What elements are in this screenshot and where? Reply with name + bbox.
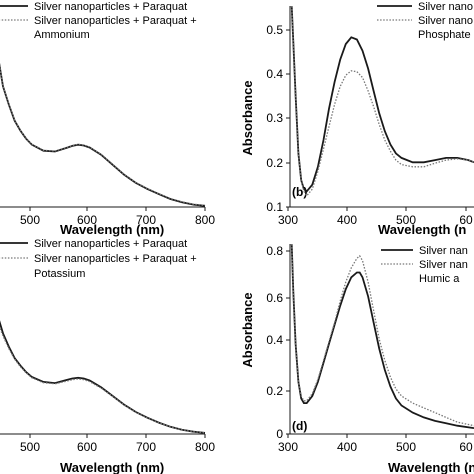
series-line-2 bbox=[291, 243, 474, 427]
x-axis-title: Wavelength (nm) bbox=[60, 222, 164, 237]
x-tick-label: 600 bbox=[77, 213, 97, 227]
legend-label: Humic a bbox=[419, 273, 460, 285]
x-tick-label: 600 bbox=[77, 440, 97, 454]
x-axis-title: Wavelength (n bbox=[378, 222, 466, 237]
panel-label: (d) bbox=[292, 419, 307, 433]
legend-label: Potassium bbox=[34, 268, 85, 280]
x-tick-label: 300 bbox=[278, 440, 298, 454]
y-tick-label: 0 bbox=[276, 427, 283, 441]
x-tick-label: 300 bbox=[278, 213, 298, 227]
x-tick-label: 60 bbox=[459, 213, 473, 227]
legend-label: Phosphate bbox=[418, 29, 471, 41]
x-tick-label: 500 bbox=[20, 440, 40, 454]
x-tick-label: 60 bbox=[459, 440, 473, 454]
series-line-2 bbox=[0, 64, 206, 207]
x-tick-label: 800 bbox=[195, 213, 215, 227]
legend-label: Silver nano bbox=[418, 15, 473, 27]
panel-a: 500 600 700 800 Wavelength (nm) Silver nanopa… bbox=[0, 1, 215, 237]
legend-label: Silver nanoparticles + Paraquat bbox=[34, 238, 187, 250]
y-axis-title: Absorbance bbox=[240, 292, 255, 367]
series-line-1 bbox=[290, 243, 474, 429]
x-tick-label: 500 bbox=[396, 213, 416, 227]
y-tick-label: 0.4 bbox=[266, 67, 283, 81]
x-tick-label: 700 bbox=[136, 213, 156, 227]
x-tick-label: 400 bbox=[337, 440, 357, 454]
panel-c: 500 600 700 800 Wavelength (nm) Silver nanopa… bbox=[0, 238, 215, 474]
x-tick-label: 500 bbox=[396, 440, 416, 454]
x-tick-label: 400 bbox=[337, 213, 357, 227]
legend-label: Silver nanoparticles + Paraquat + bbox=[34, 253, 197, 265]
y-tick-label: 0.3 bbox=[266, 111, 283, 125]
x-axis-title: Wavelength (nm) bbox=[60, 460, 164, 474]
x-axis-title: Wavelength (n bbox=[388, 460, 474, 474]
series-line-1 bbox=[0, 62, 206, 207]
y-tick-label: 0.8 bbox=[266, 244, 283, 258]
legend-label: Silver nano bbox=[418, 1, 473, 13]
panel-b: 300 400 500 60 0.1 0.2 0.3 0.4 0.5 Wavelength (n A… bbox=[240, 1, 474, 237]
y-tick-label: 0.1 bbox=[266, 200, 283, 214]
series-line-2 bbox=[291, 5, 474, 197]
legend-label: Silver nan bbox=[419, 245, 468, 257]
y-tick-label: 0.2 bbox=[266, 156, 283, 170]
y-axis-title: Absorbance bbox=[240, 80, 255, 155]
series-line-2 bbox=[0, 326, 206, 434]
y-tick-label: 0.2 bbox=[266, 384, 283, 398]
x-tick-label: 700 bbox=[136, 440, 156, 454]
y-tick-label: 0.4 bbox=[266, 333, 283, 347]
y-tick-label: 0.6 bbox=[266, 291, 283, 305]
series-line-1 bbox=[0, 320, 206, 434]
legend-label: Silver nanoparticles + Paraquat + bbox=[34, 15, 197, 27]
legend-label: Ammonium bbox=[34, 29, 90, 41]
legend-label: Silver nan bbox=[419, 259, 468, 271]
y-tick-label: 0.5 bbox=[266, 23, 283, 37]
x-tick-label: 500 bbox=[20, 213, 40, 227]
x-tick-label: 800 bbox=[195, 440, 215, 454]
legend-label: Silver nanoparticles + Paraquat bbox=[34, 1, 187, 13]
